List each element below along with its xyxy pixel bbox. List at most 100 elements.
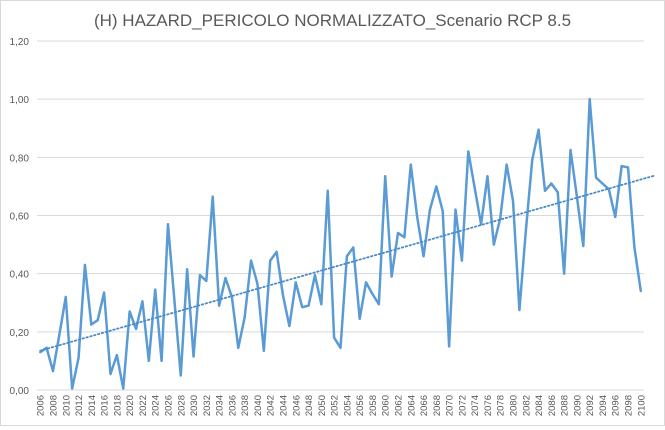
x-tick-label: 2052 bbox=[330, 395, 341, 416]
x-tick-label: 2042 bbox=[266, 395, 277, 416]
data-point bbox=[345, 255, 348, 258]
data-point bbox=[166, 223, 170, 226]
data-point bbox=[543, 189, 547, 192]
x-tick-label: 2056 bbox=[355, 395, 366, 416]
x-tick-label: 2020 bbox=[125, 395, 136, 416]
data-point bbox=[499, 217, 502, 220]
data-point bbox=[301, 306, 304, 309]
x-tick-label: 2070 bbox=[445, 395, 456, 416]
data-point bbox=[96, 319, 99, 322]
x-tick-label: 2062 bbox=[394, 395, 405, 416]
y-tick-label: 0,00 bbox=[10, 386, 30, 397]
data-point bbox=[518, 308, 521, 312]
x-tick-label: 2012 bbox=[74, 395, 85, 416]
x-tick-label: 2096 bbox=[611, 395, 622, 416]
x-tick-label: 2098 bbox=[624, 395, 635, 416]
data-point bbox=[109, 372, 112, 376]
data-point bbox=[192, 355, 195, 358]
data-point bbox=[582, 244, 585, 248]
data-point bbox=[275, 250, 278, 253]
data-point bbox=[460, 259, 463, 262]
data-point bbox=[313, 274, 317, 277]
data-point bbox=[307, 304, 310, 307]
data-point bbox=[416, 215, 419, 219]
data-point bbox=[473, 186, 476, 189]
data-point bbox=[377, 303, 380, 306]
data-point bbox=[134, 327, 138, 331]
data-point bbox=[77, 356, 80, 360]
x-tick-label: 2050 bbox=[317, 395, 328, 416]
x-tick-label: 2080 bbox=[509, 395, 520, 416]
x-tick-label: 2026 bbox=[163, 395, 174, 416]
data-point bbox=[249, 259, 253, 262]
data-point bbox=[486, 175, 489, 178]
data-point bbox=[122, 387, 125, 390]
x-tick-label: 2068 bbox=[432, 395, 443, 416]
y-tick-label: 0,40 bbox=[10, 270, 30, 281]
data-point bbox=[288, 324, 291, 328]
x-tick-label: 2064 bbox=[406, 395, 417, 416]
x-tick-label: 2022 bbox=[138, 395, 149, 416]
data-point bbox=[128, 310, 131, 313]
x-tick-label: 2046 bbox=[291, 395, 302, 416]
data-point bbox=[281, 294, 285, 297]
data-point bbox=[505, 163, 508, 166]
data-point bbox=[243, 316, 246, 319]
data-point bbox=[384, 175, 387, 178]
data-point bbox=[390, 275, 393, 278]
data-point bbox=[563, 272, 566, 275]
data-point bbox=[633, 246, 636, 249]
data-point bbox=[531, 159, 534, 162]
data-point bbox=[614, 215, 617, 219]
data-point bbox=[435, 185, 438, 188]
x-tick-label: 2006 bbox=[36, 395, 47, 416]
y-tick-label: 1,00 bbox=[10, 95, 30, 106]
data-point bbox=[339, 346, 342, 349]
data-point bbox=[198, 274, 202, 277]
data-point bbox=[352, 246, 355, 249]
data-point bbox=[179, 374, 182, 377]
x-tick-label: 2044 bbox=[278, 395, 289, 416]
x-tick-label: 2090 bbox=[572, 395, 583, 416]
data-point bbox=[218, 304, 221, 307]
data-point bbox=[83, 263, 87, 267]
series-layer bbox=[39, 97, 643, 390]
data-point bbox=[511, 199, 515, 203]
data-point bbox=[39, 351, 42, 354]
data-point bbox=[333, 336, 336, 339]
data-point bbox=[620, 164, 623, 168]
data-point bbox=[115, 354, 118, 357]
x-tick-label: 2038 bbox=[240, 395, 251, 416]
data-point bbox=[58, 333, 61, 336]
x-tick-label: 2072 bbox=[457, 395, 468, 416]
data-point bbox=[205, 279, 208, 283]
data-point bbox=[403, 236, 406, 239]
x-tick-label: 2014 bbox=[87, 395, 98, 416]
data-point bbox=[147, 359, 150, 363]
data-point bbox=[422, 255, 425, 258]
gridlines bbox=[37, 40, 644, 391]
data-point bbox=[294, 281, 297, 284]
data-point bbox=[90, 323, 93, 326]
trendline-layer bbox=[39, 174, 655, 352]
data-point bbox=[71, 387, 74, 390]
x-tick-label: 2040 bbox=[253, 395, 264, 416]
data-point bbox=[102, 291, 106, 294]
x-axis-tick-labels: 2006 2008 2010 2012 2014 2016 2018 2020 2022 2024… bbox=[36, 395, 648, 416]
data-point bbox=[588, 98, 591, 101]
data-point bbox=[492, 243, 495, 246]
data-point bbox=[364, 281, 368, 284]
data-point bbox=[537, 128, 540, 131]
x-tick-label: 2076 bbox=[483, 395, 494, 416]
data-point bbox=[173, 298, 176, 301]
data-point bbox=[639, 290, 642, 293]
data-point bbox=[550, 182, 553, 185]
data-point bbox=[358, 317, 361, 320]
x-tick-label: 2036 bbox=[227, 395, 238, 416]
data-point bbox=[269, 259, 272, 262]
x-tick-label: 2028 bbox=[176, 395, 187, 416]
x-tick-label: 2054 bbox=[342, 395, 353, 416]
data-point bbox=[141, 300, 144, 303]
